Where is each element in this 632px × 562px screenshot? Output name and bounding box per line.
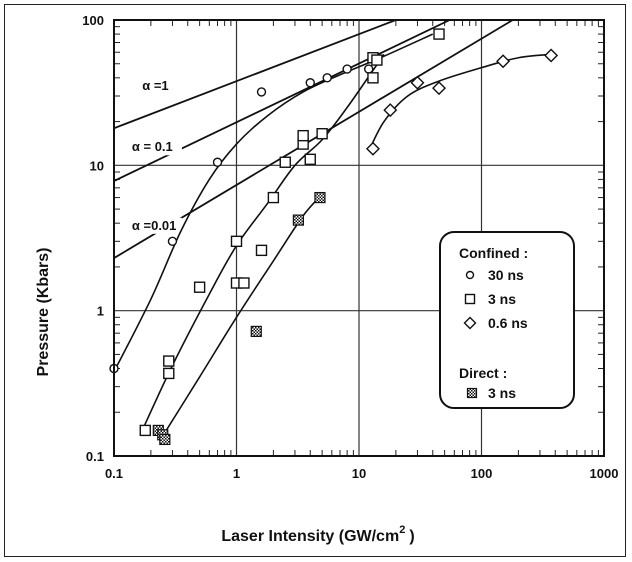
square-marker: [367, 72, 379, 84]
legend-direct-entries: 3 ns: [466, 385, 516, 401]
checker-marker: [292, 214, 304, 226]
square-marker: [464, 293, 476, 305]
legend-entry-label: 3 ns: [488, 291, 516, 307]
alpha-line: [114, 20, 397, 130]
legend-entries: 30 ns 3 ns 0.6 ns: [463, 267, 528, 331]
diamond-marker: [496, 54, 511, 69]
x-tick-label: 1000: [590, 466, 619, 481]
legend-entry-label: 0.6 ns: [488, 315, 528, 331]
tick-labels: 0.1 1 10 100 1000 0.1 1 10 100: [82, 13, 618, 481]
checker-marker: [159, 433, 171, 446]
checker-marker: [250, 325, 262, 338]
circle-marker: [256, 87, 267, 97]
checker-marker: [314, 191, 326, 204]
square-marker: [255, 244, 268, 257]
alpha-label-bg: [140, 77, 193, 94]
square-marker: [193, 281, 206, 293]
legend-direct-entry-label: 3 ns: [488, 385, 516, 401]
circle-marker: [305, 78, 315, 88]
x-axis-label-main: Laser Intensity (GW/cm: [221, 528, 399, 545]
square-marker: [304, 153, 316, 166]
alpha-label-bg: [129, 139, 182, 156]
y-tick-label: 1: [97, 304, 104, 319]
data-points: [109, 28, 559, 446]
square-marker: [297, 129, 309, 142]
square-marker: [279, 156, 291, 168]
square-marker: [433, 28, 445, 40]
square-marker: [371, 54, 383, 66]
alpha-label: α =1: [142, 78, 168, 93]
x-tick-label: 1: [233, 466, 240, 481]
circle-marker: [342, 64, 352, 74]
circle-marker: [363, 64, 374, 74]
diamond-marker: [544, 48, 559, 63]
reference-lines: α =1 α = 0.1 α =0.01: [114, 20, 514, 259]
legend-confined-title: Confined :: [459, 245, 528, 261]
legend-direct-title: Direct :: [459, 365, 507, 381]
circle-marker: [465, 270, 475, 280]
y-tick-label: 0.1: [86, 449, 104, 464]
y-tick-label: 10: [90, 158, 104, 173]
square-fit-curve: [141, 53, 385, 431]
square-marker: [238, 277, 250, 289]
circle-marker: [322, 73, 332, 83]
x-axis-label-superscript: 2: [399, 524, 405, 536]
x-tick-label: 100: [471, 466, 493, 481]
x-axis-label-close: ): [409, 528, 414, 545]
x-tick-label: 10: [352, 466, 366, 481]
square-marker: [163, 367, 175, 380]
square-marker: [163, 355, 175, 367]
x-tick-label: 0.1: [105, 466, 123, 481]
plot-border: [113, 19, 605, 457]
alpha-label-bg: [129, 217, 182, 234]
diamond-marker: [410, 75, 425, 90]
checker-fit-curve: [159, 193, 323, 440]
diamond-marker: [383, 103, 398, 118]
legend: Confined : 30 ns 3 ns 0.6 ns Direct : 3 ns: [439, 231, 575, 409]
alpha-label: α = 0.1: [132, 139, 173, 154]
legend-entry-label: 30 ns: [488, 267, 524, 283]
y-axis-label: Pressure (Kbars): [35, 248, 52, 377]
diamond-marker: [365, 141, 380, 156]
x-axis-label: Laser Intensity (GW/cm2): [221, 524, 414, 545]
circle-marker: [167, 236, 178, 247]
square-marker: [139, 424, 151, 437]
alpha-label: α =0.01: [132, 218, 177, 233]
square-marker: [316, 128, 328, 140]
diamond-marker: [463, 316, 477, 330]
circle-marker: [212, 157, 223, 167]
diamond-fit-curve: [367, 53, 552, 152]
square-marker: [267, 191, 280, 204]
circle-fit-curve: [114, 33, 434, 373]
figure-frame: [4, 4, 626, 557]
diamond-marker: [432, 81, 447, 96]
square-marker: [230, 235, 243, 248]
y-tick-label: 100: [82, 13, 104, 28]
checker-marker: [466, 387, 478, 399]
